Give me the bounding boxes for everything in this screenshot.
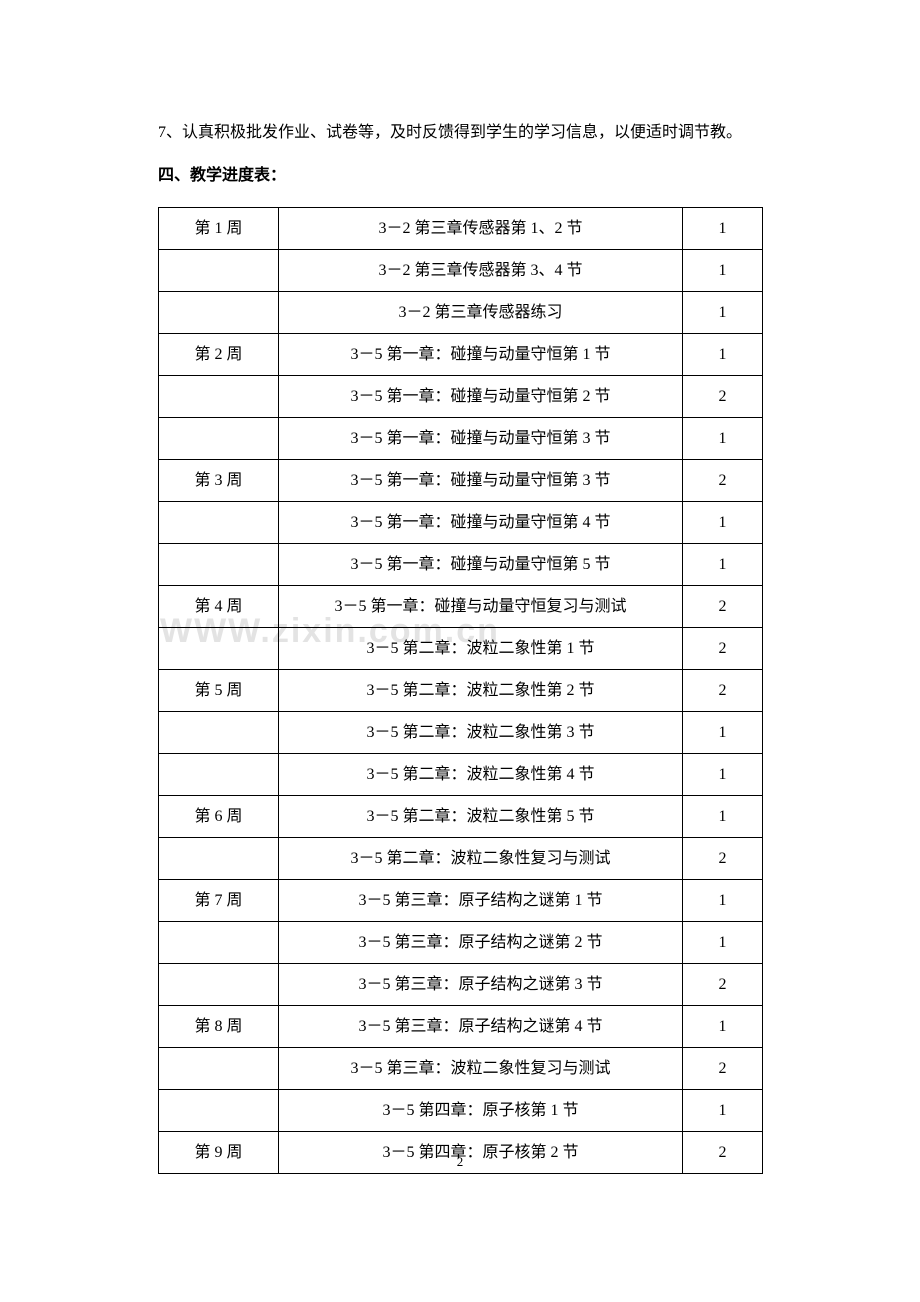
cell-hours: 2: [683, 586, 763, 628]
cell-hours: 1: [683, 712, 763, 754]
cell-week: [159, 922, 279, 964]
table-row: 第 1 周3－2 第三章传感器第 1、2 节1: [159, 208, 763, 250]
section-heading-4: 四、教学进度表：: [158, 158, 762, 193]
table-row: 3－5 第三章：波粒二象性复习与测试2: [159, 1048, 763, 1090]
cell-hours: 1: [683, 796, 763, 838]
cell-hours: 2: [683, 628, 763, 670]
cell-topic: 3－5 第二章：波粒二象性第 1 节: [279, 628, 683, 670]
table-row: 3－5 第三章：原子结构之谜第 3 节2: [159, 964, 763, 1006]
cell-hours: 1: [683, 292, 763, 334]
cell-week: 第 6 周: [159, 796, 279, 838]
cell-week: 第 8 周: [159, 1006, 279, 1048]
cell-topic: 3－5 第二章：波粒二象性第 2 节: [279, 670, 683, 712]
cell-week: [159, 292, 279, 334]
cell-week: 第 7 周: [159, 880, 279, 922]
cell-topic: 3－5 第三章：波粒二象性复习与测试: [279, 1048, 683, 1090]
cell-hours: 1: [683, 922, 763, 964]
table-row: 第 3 周3－5 第一章：碰撞与动量守恒第 3 节2: [159, 460, 763, 502]
cell-topic: 3－5 第一章：碰撞与动量守恒第 2 节: [279, 376, 683, 418]
cell-hours: 1: [683, 418, 763, 460]
table-row: 第 8 周3－5 第三章：原子结构之谜第 4 节1: [159, 1006, 763, 1048]
table-row: 3－5 第四章：原子核第 1 节1: [159, 1090, 763, 1132]
cell-hours: 1: [683, 544, 763, 586]
cell-week: 第 4 周: [159, 586, 279, 628]
cell-topic: 3－5 第二章：波粒二象性第 5 节: [279, 796, 683, 838]
table-row: 第 7 周3－5 第三章：原子结构之谜第 1 节1: [159, 880, 763, 922]
cell-week: [159, 754, 279, 796]
cell-week: [159, 1048, 279, 1090]
content-layer: 7、认真积极批发作业、试卷等，及时反馈得到学生的学习信息，以便适时调节教。 四、…: [158, 115, 762, 1174]
paragraph-item-7: 7、认真积极批发作业、试卷等，及时反馈得到学生的学习信息，以便适时调节教。: [158, 115, 762, 150]
cell-topic: 3－5 第三章：原子结构之谜第 2 节: [279, 922, 683, 964]
cell-hours: 2: [683, 1132, 763, 1174]
cell-topic: 3－5 第二章：波粒二象性第 3 节: [279, 712, 683, 754]
cell-topic: 3－5 第三章：原子结构之谜第 4 节: [279, 1006, 683, 1048]
cell-week: 第 1 周: [159, 208, 279, 250]
cell-hours: 2: [683, 460, 763, 502]
table-row: 3－5 第二章：波粒二象性第 4 节1: [159, 754, 763, 796]
table-row: 第 6 周3－5 第二章：波粒二象性第 5 节1: [159, 796, 763, 838]
cell-week: [159, 544, 279, 586]
table-row: 3－2 第三章传感器第 3、4 节1: [159, 250, 763, 292]
table-row: 第 5 周3－5 第二章：波粒二象性第 2 节2: [159, 670, 763, 712]
cell-week: [159, 628, 279, 670]
cell-topic: 3－5 第二章：波粒二象性第 4 节: [279, 754, 683, 796]
table-row: 第 4 周3－5 第一章：碰撞与动量守恒复习与测试2: [159, 586, 763, 628]
cell-topic: 3－2 第三章传感器第 1、2 节: [279, 208, 683, 250]
cell-hours: 1: [683, 502, 763, 544]
cell-hours: 1: [683, 208, 763, 250]
cell-topic: 3－5 第二章：波粒二象性复习与测试: [279, 838, 683, 880]
cell-week: [159, 502, 279, 544]
table-row: 3－5 第二章：波粒二象性第 1 节2: [159, 628, 763, 670]
table-row: 第 9 周3－5 第四章：原子核第 2 节2: [159, 1132, 763, 1174]
table-row: 3－5 第三章：原子结构之谜第 2 节1: [159, 922, 763, 964]
schedule-table: 第 1 周3－2 第三章传感器第 1、2 节13－2 第三章传感器第 3、4 节…: [158, 207, 763, 1174]
cell-topic: 3－5 第一章：碰撞与动量守恒第 1 节: [279, 334, 683, 376]
cell-hours: 2: [683, 838, 763, 880]
cell-hours: 2: [683, 376, 763, 418]
cell-topic: 3－2 第三章传感器第 3、4 节: [279, 250, 683, 292]
cell-hours: 1: [683, 334, 763, 376]
cell-week: 第 5 周: [159, 670, 279, 712]
table-row: 3－5 第一章：碰撞与动量守恒第 4 节1: [159, 502, 763, 544]
cell-topic: 3－5 第一章：碰撞与动量守恒复习与测试: [279, 586, 683, 628]
cell-topic: 3－5 第一章：碰撞与动量守恒第 5 节: [279, 544, 683, 586]
cell-week: 第 9 周: [159, 1132, 279, 1174]
table-row: 3－5 第二章：波粒二象性第 3 节1: [159, 712, 763, 754]
table-row: 3－5 第一章：碰撞与动量守恒第 5 节1: [159, 544, 763, 586]
table-row: 3－5 第一章：碰撞与动量守恒第 3 节1: [159, 418, 763, 460]
cell-hours: 1: [683, 1006, 763, 1048]
cell-week: [159, 838, 279, 880]
cell-topic: 3－2 第三章传感器练习: [279, 292, 683, 334]
table-row: 3－5 第二章：波粒二象性复习与测试2: [159, 838, 763, 880]
cell-week: 第 2 周: [159, 334, 279, 376]
cell-topic: 3－5 第四章：原子核第 2 节: [279, 1132, 683, 1174]
cell-hours: 1: [683, 250, 763, 292]
cell-hours: 2: [683, 670, 763, 712]
table-row: 3－2 第三章传感器练习1: [159, 292, 763, 334]
cell-topic: 3－5 第一章：碰撞与动量守恒第 3 节: [279, 418, 683, 460]
cell-hours: 2: [683, 964, 763, 1006]
cell-hours: 1: [683, 880, 763, 922]
cell-hours: 1: [683, 1090, 763, 1132]
cell-topic: 3－5 第三章：原子结构之谜第 1 节: [279, 880, 683, 922]
cell-week: [159, 964, 279, 1006]
cell-hours: 1: [683, 754, 763, 796]
schedule-table-body: 第 1 周3－2 第三章传感器第 1、2 节13－2 第三章传感器第 3、4 节…: [159, 208, 763, 1174]
cell-topic: 3－5 第三章：原子结构之谜第 3 节: [279, 964, 683, 1006]
cell-week: [159, 376, 279, 418]
cell-week: [159, 712, 279, 754]
cell-week: 第 3 周: [159, 460, 279, 502]
cell-week: [159, 250, 279, 292]
cell-topic: 3－5 第一章：碰撞与动量守恒第 3 节: [279, 460, 683, 502]
table-row: 第 2 周3－5 第一章：碰撞与动量守恒第 1 节1: [159, 334, 763, 376]
document-page: WWW.zixin.com.cn 7、认真积极批发作业、试卷等，及时反馈得到学生…: [0, 0, 920, 1234]
cell-week: [159, 418, 279, 460]
cell-topic: 3－5 第一章：碰撞与动量守恒第 4 节: [279, 502, 683, 544]
cell-week: [159, 1090, 279, 1132]
table-row: 3－5 第一章：碰撞与动量守恒第 2 节2: [159, 376, 763, 418]
cell-topic: 3－5 第四章：原子核第 1 节: [279, 1090, 683, 1132]
cell-hours: 2: [683, 1048, 763, 1090]
